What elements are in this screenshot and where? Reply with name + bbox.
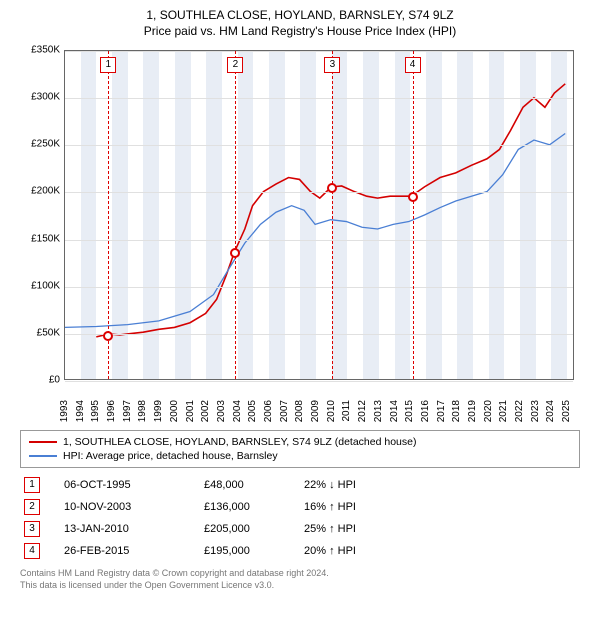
y-axis-label: £300K <box>31 92 60 103</box>
x-axis-label: 2025 <box>561 400 572 422</box>
y-axis-label: £150K <box>31 233 60 244</box>
event-marker: 4 <box>405 57 421 73</box>
x-axis-label: 2000 <box>169 400 180 422</box>
x-axis-label: 2005 <box>247 400 258 422</box>
series-hpi <box>65 133 565 327</box>
event-marker: 3 <box>324 57 340 73</box>
x-axis-label: 2016 <box>420 400 431 422</box>
y-axis-label: £200K <box>31 186 60 197</box>
event-marker: 2 <box>227 57 243 73</box>
event-line <box>413 51 414 379</box>
x-axis-label: 2007 <box>279 400 290 422</box>
event-number-box: 2 <box>24 499 40 515</box>
y-axis-label: £350K <box>31 45 60 56</box>
gridline <box>65 334 573 335</box>
event-pct: 20% ↑ HPI <box>304 545 424 557</box>
events-table: 1 06-OCT-1995£48,00022% ↓ HPI 2 10-NOV-2003… <box>20 474 580 562</box>
gridline <box>65 287 573 288</box>
x-axis-label: 2010 <box>326 400 337 422</box>
footer-line2: This data is licensed under the Open Gov… <box>20 580 580 592</box>
event-line <box>235 51 236 379</box>
event-date: 06-OCT-1995 <box>64 479 204 491</box>
legend-item: HPI: Average price, detached house, Barn… <box>29 449 571 463</box>
x-axis-label: 1999 <box>153 400 164 422</box>
x-axis-label: 2014 <box>389 400 400 422</box>
y-axis-label: £0 <box>49 375 60 386</box>
x-axis-label: 2004 <box>232 400 243 422</box>
line-series-svg <box>65 51 573 379</box>
event-dot <box>103 331 113 341</box>
event-row: 1 06-OCT-1995£48,00022% ↓ HPI <box>20 474 580 496</box>
event-dot <box>327 183 337 193</box>
legend-swatch <box>29 441 57 443</box>
x-axis-label: 2024 <box>545 400 556 422</box>
event-row: 4 26-FEB-2015£195,00020% ↑ HPI <box>20 540 580 562</box>
x-axis-label: 2023 <box>530 400 541 422</box>
legend-label: 1, SOUTHLEA CLOSE, HOYLAND, BARNSLEY, S7… <box>63 436 416 448</box>
legend: 1, SOUTHLEA CLOSE, HOYLAND, BARNSLEY, S7… <box>20 430 580 468</box>
legend-swatch <box>29 455 57 457</box>
chart-title: 1, SOUTHLEA CLOSE, HOYLAND, BARNSLEY, S7… <box>10 8 590 38</box>
x-axis-label: 2019 <box>467 400 478 422</box>
event-price: £136,000 <box>204 501 304 513</box>
chart-area: 1 2 3 4 £0 £50K £100K £150K £200K £250K £300K £350… <box>20 46 580 426</box>
x-axis-label: 2015 <box>404 400 415 422</box>
legend-label: HPI: Average price, detached house, Barn… <box>63 450 278 462</box>
x-axis-label: 2011 <box>341 400 352 422</box>
x-axis-label: 2013 <box>373 400 384 422</box>
event-price: £205,000 <box>204 523 304 535</box>
x-axis-label: 1995 <box>90 400 101 422</box>
event-pct: 16% ↑ HPI <box>304 501 424 513</box>
plot-area: 1 2 3 4 <box>64 50 574 380</box>
gridline <box>65 145 573 146</box>
legend-item: 1, SOUTHLEA CLOSE, HOYLAND, BARNSLEY, S7… <box>29 435 571 449</box>
x-axis-label: 2001 <box>185 400 196 422</box>
x-axis-label: 2017 <box>436 400 447 422</box>
event-row: 3 13-JAN-2010£205,00025% ↑ HPI <box>20 518 580 540</box>
title-line2: Price paid vs. HM Land Registry's House … <box>10 24 590 38</box>
x-axis-label: 2021 <box>498 400 509 422</box>
event-line <box>332 51 333 379</box>
gridline <box>65 192 573 193</box>
y-axis-label: £100K <box>31 280 60 291</box>
footer-line1: Contains HM Land Registry data © Crown c… <box>20 568 580 580</box>
event-number-box: 1 <box>24 477 40 493</box>
event-date: 13-JAN-2010 <box>64 523 204 535</box>
event-pct: 25% ↑ HPI <box>304 523 424 535</box>
x-axis-label: 2020 <box>483 400 494 422</box>
x-axis-label: 2003 <box>216 400 227 422</box>
series-price_paid <box>96 84 565 337</box>
event-dot <box>230 248 240 258</box>
event-number-box: 4 <box>24 543 40 559</box>
gridline <box>65 381 573 382</box>
event-price: £48,000 <box>204 479 304 491</box>
event-date: 26-FEB-2015 <box>64 545 204 557</box>
event-row: 2 10-NOV-2003£136,00016% ↑ HPI <box>20 496 580 518</box>
x-axis-label: 1993 <box>59 400 70 422</box>
gridline <box>65 51 573 52</box>
title-line1: 1, SOUTHLEA CLOSE, HOYLAND, BARNSLEY, S7… <box>10 8 590 22</box>
x-axis-label: 2012 <box>357 400 368 422</box>
x-axis-label: 2002 <box>200 400 211 422</box>
event-pct: 22% ↓ HPI <box>304 479 424 491</box>
event-number-box: 3 <box>24 521 40 537</box>
event-price: £195,000 <box>204 545 304 557</box>
y-axis-label: £250K <box>31 139 60 150</box>
gridline <box>65 240 573 241</box>
event-date: 10-NOV-2003 <box>64 501 204 513</box>
event-dot <box>408 192 418 202</box>
x-axis-label: 2018 <box>451 400 462 422</box>
gridline <box>65 98 573 99</box>
x-axis-label: 2022 <box>514 400 525 422</box>
x-axis-label: 2009 <box>310 400 321 422</box>
x-axis-label: 1997 <box>122 400 133 422</box>
footer-text: Contains HM Land Registry data © Crown c… <box>20 568 580 591</box>
x-axis-label: 1994 <box>75 400 86 422</box>
x-axis-label: 2006 <box>263 400 274 422</box>
x-axis-label: 1998 <box>137 400 148 422</box>
x-axis-label: 2008 <box>294 400 305 422</box>
event-marker: 1 <box>100 57 116 73</box>
y-axis-label: £50K <box>37 327 60 338</box>
x-axis-label: 1996 <box>106 400 117 422</box>
